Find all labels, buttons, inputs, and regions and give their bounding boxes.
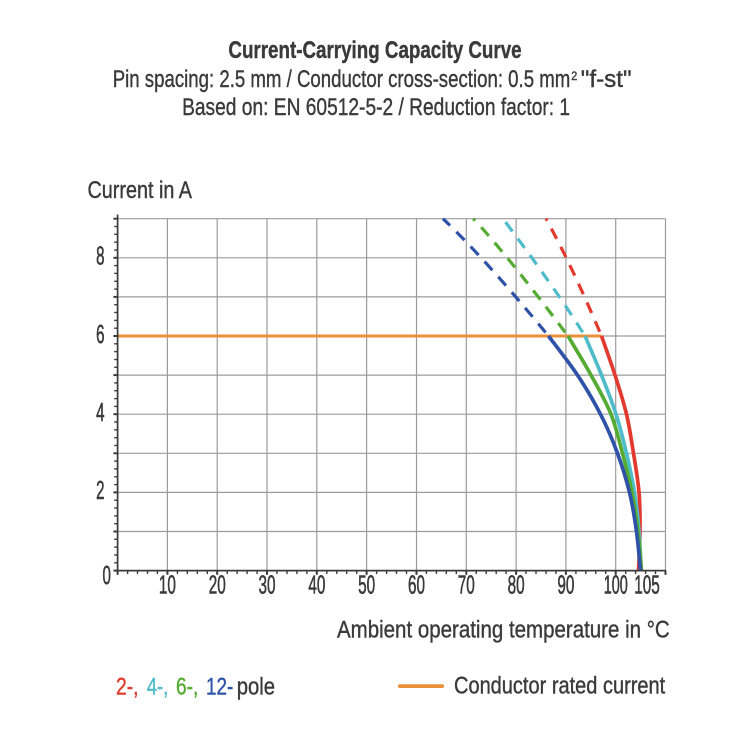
svg-text:2: 2 (571, 71, 577, 83)
svg-text:80: 80 (508, 572, 525, 600)
svg-text:90: 90 (557, 572, 574, 600)
svg-text:100: 100 (604, 572, 628, 600)
svg-text:8: 8 (96, 240, 104, 270)
svg-text:2-,: 2-, (116, 674, 139, 701)
svg-text:6-,: 6-, (176, 674, 198, 701)
svg-text:60: 60 (408, 572, 425, 600)
svg-text:Pin spacing: 2.5 mm / Conducto: Pin spacing: 2.5 mm / Conductor cross-se… (113, 66, 571, 93)
svg-text:40: 40 (308, 572, 325, 600)
svg-text:Conductor rated current: Conductor rated current (454, 673, 665, 700)
svg-text:20: 20 (209, 572, 226, 600)
svg-text:Current-Carrying Capacity Curv: Current-Carrying Capacity Curve (228, 37, 521, 64)
svg-text:"f-st": "f-st" (581, 66, 632, 93)
svg-text:12-: 12- (206, 674, 233, 701)
svg-text:0: 0 (103, 560, 111, 590)
svg-text:10: 10 (159, 572, 176, 600)
svg-text:4: 4 (96, 397, 104, 427)
svg-text:6: 6 (96, 319, 104, 349)
svg-text:2: 2 (96, 475, 104, 505)
svg-text:Based on: EN 60512-5-2 / Reduc: Based on: EN 60512-5-2 / Reduction facto… (182, 94, 570, 121)
svg-text:Current in A: Current in A (88, 177, 193, 204)
svg-text:105: 105 (634, 572, 660, 600)
svg-text:30: 30 (259, 572, 276, 600)
svg-text:50: 50 (358, 572, 375, 600)
svg-text:4-,: 4-, (147, 674, 169, 701)
svg-text:pole: pole (237, 674, 275, 701)
svg-text:Ambient operating temperature: Ambient operating temperature in °C (337, 617, 670, 644)
svg-text:70: 70 (458, 572, 475, 600)
